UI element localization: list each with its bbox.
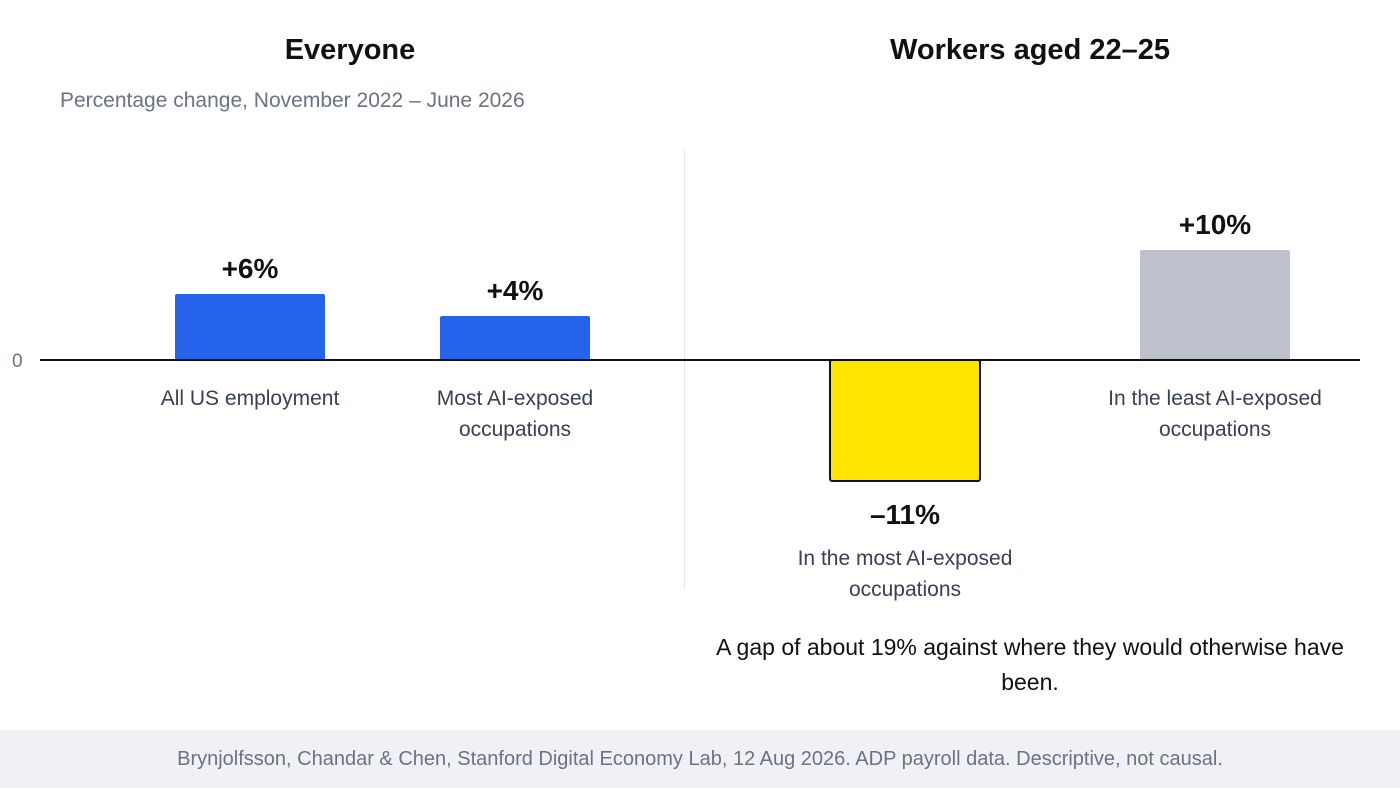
panel-divider — [684, 150, 685, 590]
category-label-3-line-2: occupations — [849, 578, 961, 601]
bar-2 — [440, 316, 590, 360]
panel-title-workers-22-25: Workers aged 22–25 — [890, 34, 1170, 66]
category-label-2-line-1: Most AI-exposed — [437, 387, 593, 410]
value-label-2: +4% — [487, 275, 544, 306]
chart-subtitle: Percentage change, November 2022 – June … — [60, 89, 525, 112]
value-label-4: +10% — [1179, 209, 1251, 240]
value-label-3: –11% — [870, 499, 940, 530]
value-label-1: +6% — [222, 253, 279, 284]
bar-3 — [829, 359, 981, 482]
source-footer: Brynjolfsson, Chandar & Chen, Stanford D… — [0, 730, 1400, 788]
category-label-3-line-1: In the most AI-exposed — [798, 547, 1013, 570]
bar-1 — [175, 294, 325, 360]
bar-chart: +6% All US employment +4% Most AI-exposed oc… — [12, 209, 1360, 601]
category-label-1-line-1: All US employment — [161, 387, 340, 410]
category-label-4-line-2: occupations — [1159, 418, 1271, 441]
bar-4 — [1140, 250, 1290, 360]
category-label-4-line-1: In the least AI-exposed — [1108, 387, 1322, 410]
gap-annotation: A gap of about 19% against where they wo… — [716, 634, 1344, 695]
category-label-2-line-2: occupations — [459, 418, 571, 441]
zero-tick-label: 0 — [12, 351, 23, 372]
panel-title-everyone: Everyone — [284, 34, 416, 66]
